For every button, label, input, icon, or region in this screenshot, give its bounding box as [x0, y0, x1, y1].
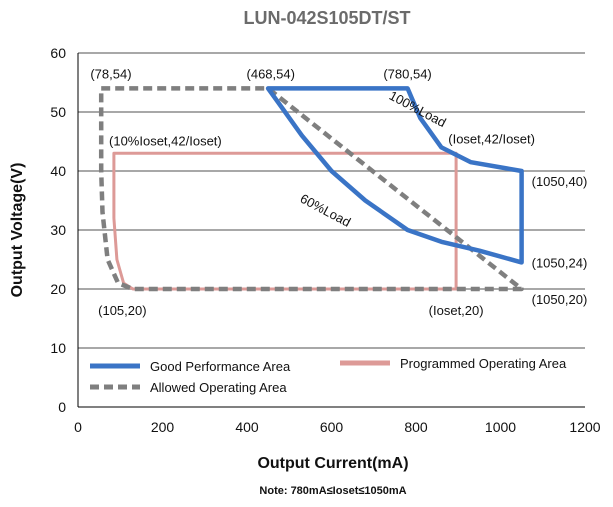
legend-label: Programmed Operating Area	[400, 356, 567, 371]
x-tick-label-5: 1000	[485, 419, 516, 435]
y-tick-label-1: 10	[50, 340, 66, 356]
x-tick-label-0: 0	[74, 419, 82, 435]
y-tick-label-2: 20	[50, 281, 66, 297]
legend-item-programmed-operating-area: Programmed Operating Area	[340, 356, 567, 371]
axes	[77, 53, 585, 408]
annotation-7: 60%Load	[298, 191, 354, 230]
y-tick-label-4: 40	[50, 163, 66, 179]
gridlines	[78, 52, 585, 349]
programmed-operating-area-line	[112, 151, 458, 291]
chart-title: LUN-042S105DT/ST	[243, 8, 410, 28]
good-performance-area-line	[265, 86, 524, 265]
annotation-0: (78,54)	[90, 66, 131, 81]
note-text: Note: 780mA≤Ioset≤1050mA	[259, 485, 406, 497]
annotation-5: (10%Ioset,42/Ioset)	[109, 133, 222, 148]
y-tick-label-6: 60	[50, 45, 66, 61]
annotation-9: (105,20)	[98, 303, 146, 318]
y-tick-labels: 0 10 20 30 40 50 60	[50, 45, 66, 415]
annotation-11: (1050,20)	[532, 292, 588, 307]
legend-item-good-performance-area: Good Performance Area	[90, 359, 291, 374]
y-tick-label-5: 50	[50, 104, 66, 120]
x-tick-label-3: 600	[320, 419, 344, 435]
legend: Good Performance Area Programmed Operatin…	[90, 356, 567, 395]
x-axis-title: Output Current(mA)	[257, 455, 408, 472]
annotation-4: (Ioset,42/Ioset)	[448, 131, 535, 146]
y-tick-label-0: 0	[58, 399, 66, 415]
allowed-operating-area-line	[98, 86, 524, 292]
annotation-10: (Ioset,20)	[429, 303, 484, 318]
annotation-8: (1050,24)	[532, 255, 588, 270]
legend-label: Good Performance Area	[150, 359, 291, 374]
y-tick-label-3: 30	[50, 222, 66, 238]
x-tick-label-6: 1200	[569, 419, 600, 435]
series-layer	[98, 86, 524, 292]
legend-label: Allowed Operating Area	[150, 380, 287, 395]
annotation-3: 100%Load	[387, 88, 449, 130]
annotation-1: (468,54)	[247, 66, 295, 81]
x-tick-labels: 0 200 400 600 800 1000 1200	[74, 419, 601, 435]
x-tick-label-2: 400	[235, 419, 259, 435]
x-tick-label-1: 200	[151, 419, 175, 435]
annotation-2: (780,54)	[383, 66, 431, 81]
legend-item-allowed-operating-area: Allowed Operating Area	[90, 380, 287, 395]
x-tick-label-4: 800	[404, 419, 428, 435]
annotation-6: (1050,40)	[532, 174, 588, 189]
y-axis-title: Output Voltage(V)	[9, 163, 26, 298]
